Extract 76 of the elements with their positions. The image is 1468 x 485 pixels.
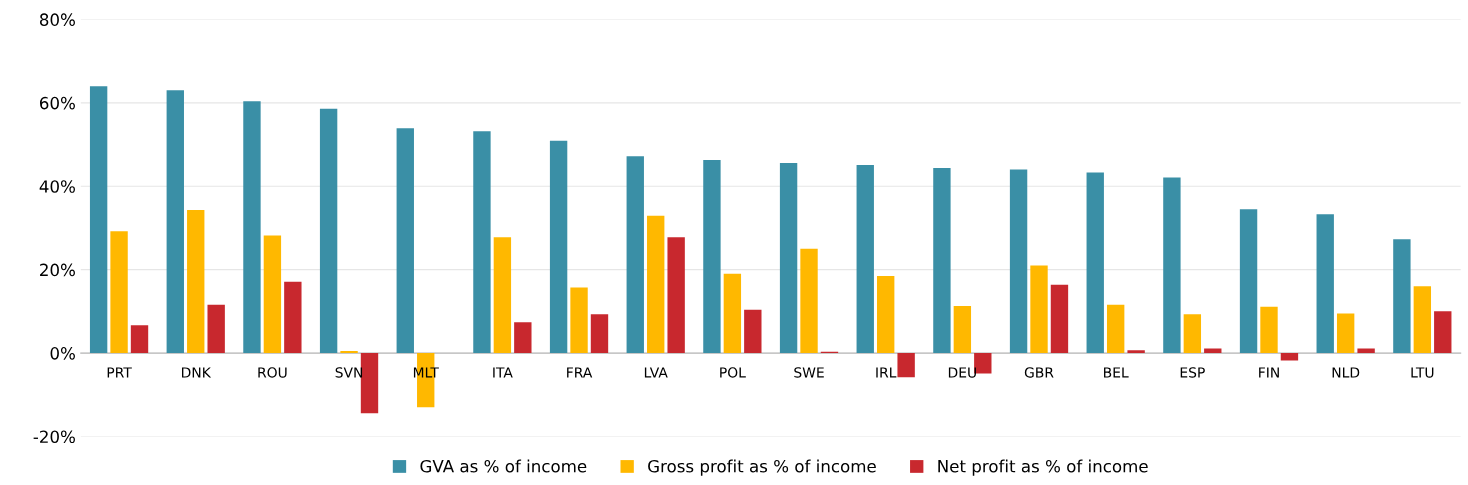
x-tick-label: PRT [107, 367, 132, 378]
x-tick-label: FRA [567, 367, 593, 378]
x-tick-label: BEL [1104, 367, 1129, 378]
x-tick-label: IRL [876, 367, 897, 378]
bar [744, 309, 762, 354]
y-tick-label: 40% [39, 180, 75, 193]
bar [877, 275, 895, 354]
y-tick-label: 20% [40, 263, 75, 277]
bar [723, 273, 742, 354]
bar [1050, 284, 1069, 354]
bar [130, 325, 149, 354]
bar [974, 353, 992, 374]
bar [1434, 311, 1452, 354]
x-tick-label: ROU [258, 367, 287, 378]
bar [570, 287, 588, 354]
bar [1239, 209, 1258, 354]
y-tick-label: 60% [40, 96, 75, 110]
bar [1260, 306, 1278, 354]
bar [473, 131, 491, 354]
bar [1316, 214, 1334, 354]
bar [396, 128, 414, 354]
bar [1204, 348, 1222, 354]
x-tick-label: SWE [794, 367, 824, 378]
bar [1009, 169, 1028, 354]
x-tick-label: ITA [493, 367, 513, 378]
bar [1413, 286, 1432, 354]
bar [514, 322, 532, 354]
bar [703, 159, 721, 354]
bar [800, 248, 818, 354]
bar [1106, 304, 1125, 354]
x-tick-label: LVA [644, 367, 668, 378]
bar [667, 237, 685, 354]
bar [187, 210, 205, 354]
bar [284, 281, 302, 354]
bar [590, 314, 609, 354]
bar [1127, 350, 1145, 354]
bar [340, 350, 358, 354]
bar [89, 86, 108, 354]
x-tick-label: POL [720, 367, 746, 378]
bar [1086, 172, 1104, 354]
bar [319, 108, 338, 354]
x-tick-label: DEU [948, 367, 976, 378]
y-tick-label: 0% [50, 347, 75, 360]
bar [360, 353, 379, 414]
x-tick-label: LTU [1411, 367, 1434, 378]
legend-label: GVA as % of income [420, 459, 587, 473]
x-tick-label: FIN [1259, 367, 1279, 378]
legend-label: Net profit as % of income [938, 459, 1148, 476]
x-tick-label: ESP [1180, 367, 1205, 378]
bar [897, 353, 915, 378]
bar [856, 164, 874, 354]
legend-label: Gross profit as % of income [648, 459, 876, 476]
bar [1183, 314, 1202, 354]
bar [779, 162, 798, 354]
bar [110, 231, 128, 354]
bar [1357, 348, 1375, 354]
bar [263, 235, 282, 354]
bar [953, 305, 972, 354]
x-tick-label: GBR [1024, 367, 1054, 378]
bar [933, 167, 951, 354]
bar [647, 215, 665, 354]
bar [1163, 177, 1181, 354]
y-tick-label: 80% [39, 13, 75, 26]
x-tick-label: DNK [182, 367, 212, 378]
bar [243, 101, 261, 354]
y-tick-label: -20% [33, 430, 75, 444]
bar [207, 304, 225, 354]
bar [626, 156, 644, 354]
bar [166, 90, 184, 354]
bar [1336, 313, 1355, 354]
bar [1393, 239, 1411, 354]
bar [493, 237, 512, 354]
bar [549, 140, 568, 354]
bar [1280, 353, 1299, 361]
x-tick-label: NLD [1332, 367, 1360, 378]
bar [1030, 265, 1048, 354]
